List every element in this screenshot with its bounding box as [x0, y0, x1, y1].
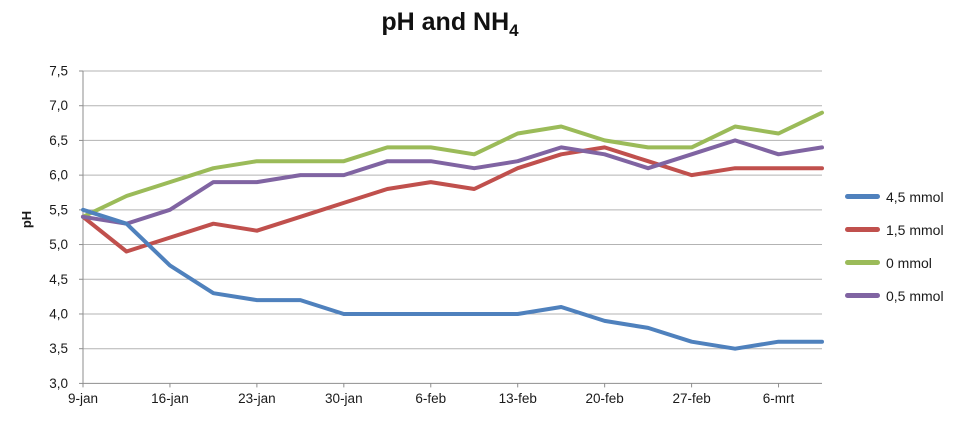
y-tick-label: 6,0 — [49, 168, 68, 183]
x-tick-label: 6-feb — [415, 391, 446, 406]
x-tick-label: 6-mrt — [763, 391, 795, 406]
chart-title-subscript: 4 — [509, 21, 519, 40]
legend-swatch-icon — [845, 293, 880, 298]
y-tick-label: 7,5 — [49, 64, 68, 79]
y-tick-label: 4,0 — [49, 306, 68, 321]
y-tick-label: 5,0 — [49, 237, 68, 252]
x-tick-label: 13-feb — [499, 391, 537, 406]
legend-item: 1,5 mmol — [845, 213, 970, 246]
x-tick-label: 20-feb — [586, 391, 624, 406]
legend-label: 0 mmol — [886, 254, 932, 271]
y-tick-label: 6,5 — [49, 133, 68, 148]
legend-label: 0,5 mmol — [886, 287, 944, 304]
series-line-0-5-mmol — [81, 138, 824, 226]
chart-title: pH and NH4 — [0, 8, 900, 41]
series-line-0-mmol — [81, 110, 824, 219]
y-tick-label: 3,0 — [49, 376, 68, 391]
legend-item: 4,5 mmol — [845, 180, 970, 213]
legend-item: 0 mmol — [845, 246, 970, 279]
y-tick-label: 5,5 — [49, 202, 68, 217]
x-tick-label: 23-jan — [238, 391, 276, 406]
x-tick-label: 30-jan — [325, 391, 363, 406]
legend-label: 4,5 mmol — [886, 188, 944, 205]
series-line-1-5-mmol — [81, 145, 824, 254]
legend-item: 0,5 mmol — [845, 279, 970, 312]
legend-label: 1,5 mmol — [886, 221, 944, 238]
y-tick-label: 4,5 — [49, 272, 68, 287]
legend-swatch-icon — [845, 227, 880, 232]
x-tick-label: 16-jan — [151, 391, 189, 406]
chart-legend: 4,5 mmol 1,5 mmol 0 mmol 0,5 mmol — [845, 180, 970, 312]
y-tick-label: 3,5 — [49, 341, 68, 356]
y-tick-label: 7,0 — [49, 98, 68, 113]
x-tick-label: 9-jan — [68, 391, 98, 406]
chart-title-text: pH and NH — [381, 8, 510, 36]
x-tick-label: 27-feb — [672, 391, 710, 406]
series-line-4-5-mmol — [81, 207, 824, 351]
legend-swatch-icon — [845, 194, 880, 199]
legend-swatch-icon — [845, 260, 880, 265]
